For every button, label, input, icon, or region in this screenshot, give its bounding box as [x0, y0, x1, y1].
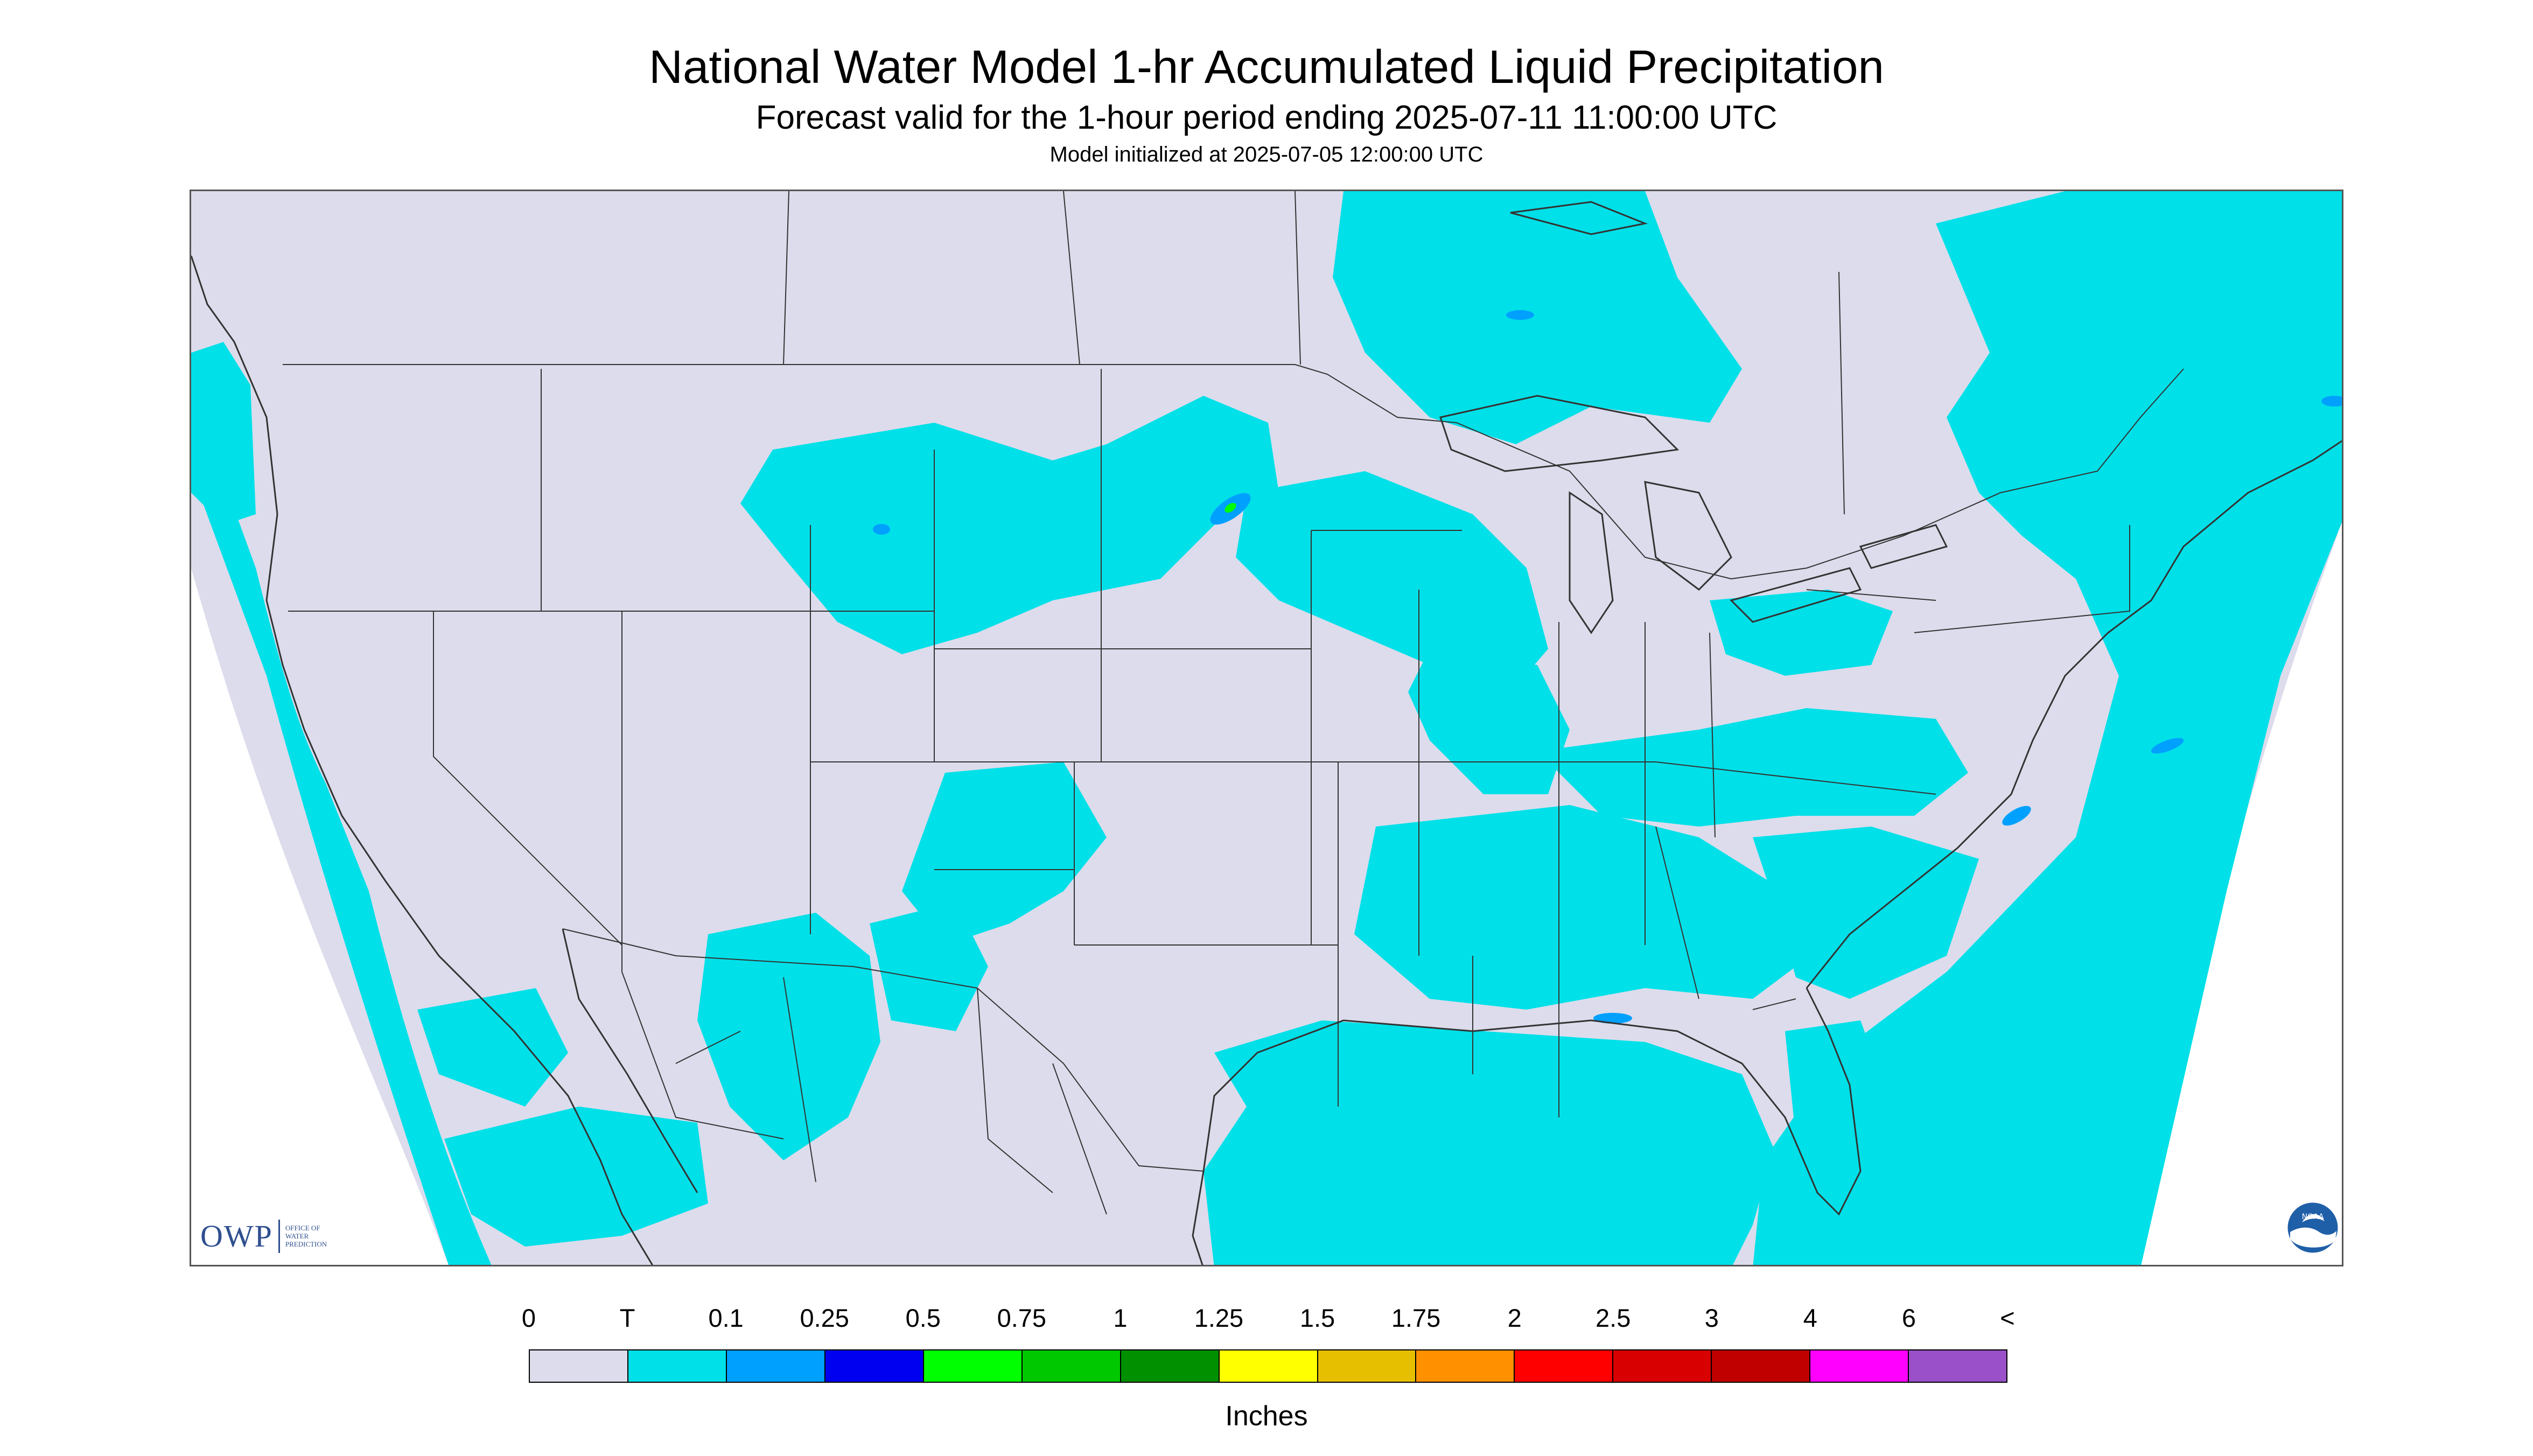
legend-label: T — [619, 1304, 635, 1332]
border-province-2 — [1063, 191, 1080, 365]
legend-swatch — [923, 1350, 1023, 1382]
precip-area-west-texas — [870, 902, 988, 1031]
precip-area-upper-midwest — [1236, 471, 1548, 687]
precip-area-southeast-coast — [1753, 827, 1979, 999]
owp-logo: OWP OFFICE OF WATER PREDICTION — [200, 1218, 327, 1254]
legend-label: 1.5 — [1299, 1304, 1335, 1332]
precip-cell-atlantic-1 — [2151, 738, 2184, 754]
legend-label: 0.5 — [905, 1304, 941, 1332]
precip-area-mexico-coast — [444, 1107, 708, 1247]
legend-swatch — [530, 1350, 628, 1382]
legend-swatch — [1318, 1350, 1417, 1382]
coast-atlantic — [1806, 440, 2342, 989]
border-province-3 — [1295, 191, 1301, 365]
legend-label: 0 — [521, 1304, 536, 1332]
legend-swatch — [1515, 1350, 1614, 1382]
owp-org-name: OFFICE OF WATER PREDICTION — [285, 1224, 327, 1248]
precipitation-areas — [191, 191, 2342, 1265]
legend-swatch — [726, 1350, 825, 1382]
legend-label: 6 — [1901, 1304, 1916, 1332]
precipitation-map — [190, 190, 2343, 1266]
legend-label: 3 — [1704, 1304, 1719, 1332]
legend-label: 1.75 — [1391, 1304, 1441, 1332]
map-canvas — [191, 191, 2342, 1265]
precip-cell-montana — [873, 524, 890, 535]
legend-swatch — [825, 1350, 924, 1382]
owp-org-line: WATER — [285, 1232, 309, 1240]
border-province-4 — [1838, 271, 1845, 515]
legend-units: Inches — [1225, 1401, 1308, 1432]
legend-swatch — [1022, 1350, 1121, 1382]
map-subtitle: Forecast valid for the 1-hour period end… — [755, 99, 1778, 136]
map-title: National Water Model 1-hr Accumulated Li… — [649, 41, 1884, 93]
legend-label: 1 — [1113, 1304, 1128, 1332]
precip-cell-ontario — [1506, 310, 1534, 320]
precip-area-northern-plains — [740, 396, 1279, 654]
precip-area-southern-plains — [902, 762, 1107, 945]
legend-label: 1.25 — [1194, 1304, 1244, 1332]
coastlines — [191, 201, 2342, 1265]
legend-swatch — [1909, 1350, 2007, 1382]
precip-area-pacific-north — [191, 342, 256, 525]
owp-letters: OWP — [200, 1219, 273, 1254]
legend-swatch — [1219, 1350, 1318, 1382]
lake-michigan — [1569, 491, 1614, 634]
coast-pacific — [191, 255, 654, 1265]
legend-label: 0.25 — [800, 1304, 849, 1332]
precip-area-midwest — [1408, 649, 1570, 794]
legend-swatch — [1416, 1350, 1515, 1382]
noaa-logo-icon: NOAA — [2286, 1201, 2340, 1255]
precip-cell-atlantic-2 — [2002, 806, 2031, 826]
legend-label: 2.5 — [1596, 1304, 1631, 1332]
precip-area-gulf — [1203, 1020, 1774, 1265]
precip-area-florida — [1785, 1020, 1893, 1214]
legend-label: 0.1 — [708, 1304, 744, 1332]
legend-swatch — [1121, 1350, 1220, 1382]
precip-area-baja — [417, 988, 568, 1107]
precip-area-canada-central — [1333, 191, 1742, 444]
owp-divider — [278, 1219, 280, 1253]
precip-area-great-lakes — [1710, 590, 1893, 676]
lake-superior — [1439, 395, 1680, 472]
hudson-bay-edge — [1510, 201, 1648, 235]
legend-swatches — [529, 1349, 2007, 1383]
lake-huron — [1644, 481, 1732, 591]
legend-label: < — [2000, 1304, 2015, 1332]
lake-erie — [1730, 567, 1862, 623]
state-lines — [288, 369, 2130, 1117]
legend-label: 0.75 — [997, 1304, 1047, 1332]
border-us-canada — [283, 364, 2184, 580]
legend-label: 2 — [1507, 1304, 1522, 1332]
legend-label: 4 — [1803, 1304, 1817, 1332]
init-time: Model initialized at 2025-07-05 12:00:00… — [1049, 143, 1484, 166]
owp-org-line: OFFICE OF — [285, 1224, 320, 1232]
legend-swatch — [1712, 1350, 1811, 1382]
mexico-states — [621, 971, 1107, 1215]
legend-swatch — [1613, 1350, 1712, 1382]
precip-area-northeast — [1753, 191, 2342, 1265]
precip-area-rio-grande — [697, 913, 880, 1160]
coast-gulf — [1202, 988, 1862, 1216]
noaa-logo-text: NOAA — [2302, 1213, 2324, 1221]
precip-cell-moderate — [1224, 503, 1236, 513]
precip-cell-maine — [2321, 396, 2342, 407]
lake-ontario — [1859, 524, 1948, 569]
border-province-1 — [783, 191, 789, 365]
title-block: National Water Model 1-hr Accumulated Li… — [0, 38, 2533, 170]
political-borders — [283, 191, 2184, 1215]
coast-mexico-gulf — [1192, 1171, 1205, 1265]
precip-cell-gulf-coast — [1593, 1013, 1632, 1024]
precip-area-deep-south — [1354, 805, 1796, 1010]
color-legend: 0 T 0.1 0.25 0.5 0.75 1 1.25 1.5 1.75 2 2.5 3 4 6 < — [522, 1303, 2015, 1383]
coast-baja — [562, 928, 698, 1193]
precip-area-pacific — [191, 450, 492, 1265]
legend-swatch — [628, 1350, 727, 1382]
legend-swatch — [1810, 1350, 1909, 1382]
owp-org-line: PREDICTION — [285, 1240, 327, 1248]
